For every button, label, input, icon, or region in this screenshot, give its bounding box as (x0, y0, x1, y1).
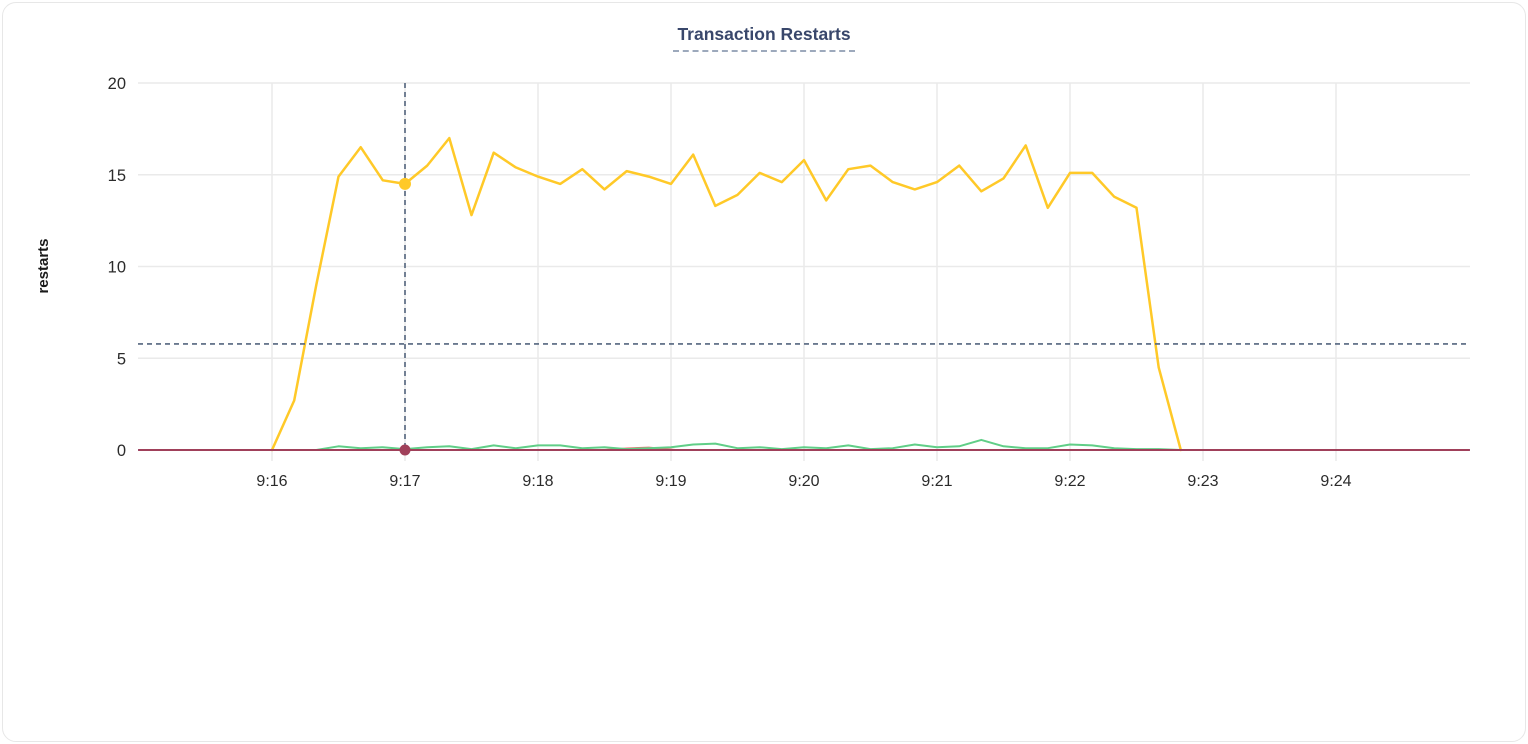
x-tick-label: 9:21 (921, 473, 952, 490)
chart-canvas[interactable]: 9:16 9:17 9:18 9:19 9:20 9:21 9:22 9:23 9:24 0 5 10… (0, 0, 1528, 512)
transaction-restarts-chart[interactable]: Transaction Restarts 9:16 9:17 9:18 9:19 9:2… (0, 0, 1528, 512)
chart-title-row: Transaction Restarts (0, 24, 1528, 52)
hover-dot-write-too-old-multiple (399, 177, 411, 190)
y-tick-label: 10 (108, 259, 126, 277)
y-tick-label: 0 (117, 442, 126, 460)
x-tick-label: 9:18 (522, 473, 553, 490)
y-tick-label: 20 (108, 75, 126, 93)
y-tick-label: 5 (117, 350, 126, 368)
hover-dot-unknown (399, 444, 411, 456)
x-tick-label: 9:20 (788, 473, 819, 490)
x-tick-label: 9:16 (256, 473, 287, 490)
x-tick-label: 9:24 (1320, 473, 1351, 490)
y-axis-label: restarts (35, 238, 52, 293)
series-line-write-too-old-multiple (270, 136, 1183, 452)
x-tick-label: 9:19 (655, 473, 686, 490)
x-tick-label: 9:17 (389, 473, 420, 490)
x-tick-label: 9:22 (1054, 473, 1085, 490)
chart-title[interactable]: Transaction Restarts (673, 24, 855, 52)
y-tick-label: 15 (108, 167, 126, 185)
series-line-read-within-uncertainty-interval (315, 438, 1182, 451)
x-tick-label: 9:23 (1187, 473, 1218, 490)
